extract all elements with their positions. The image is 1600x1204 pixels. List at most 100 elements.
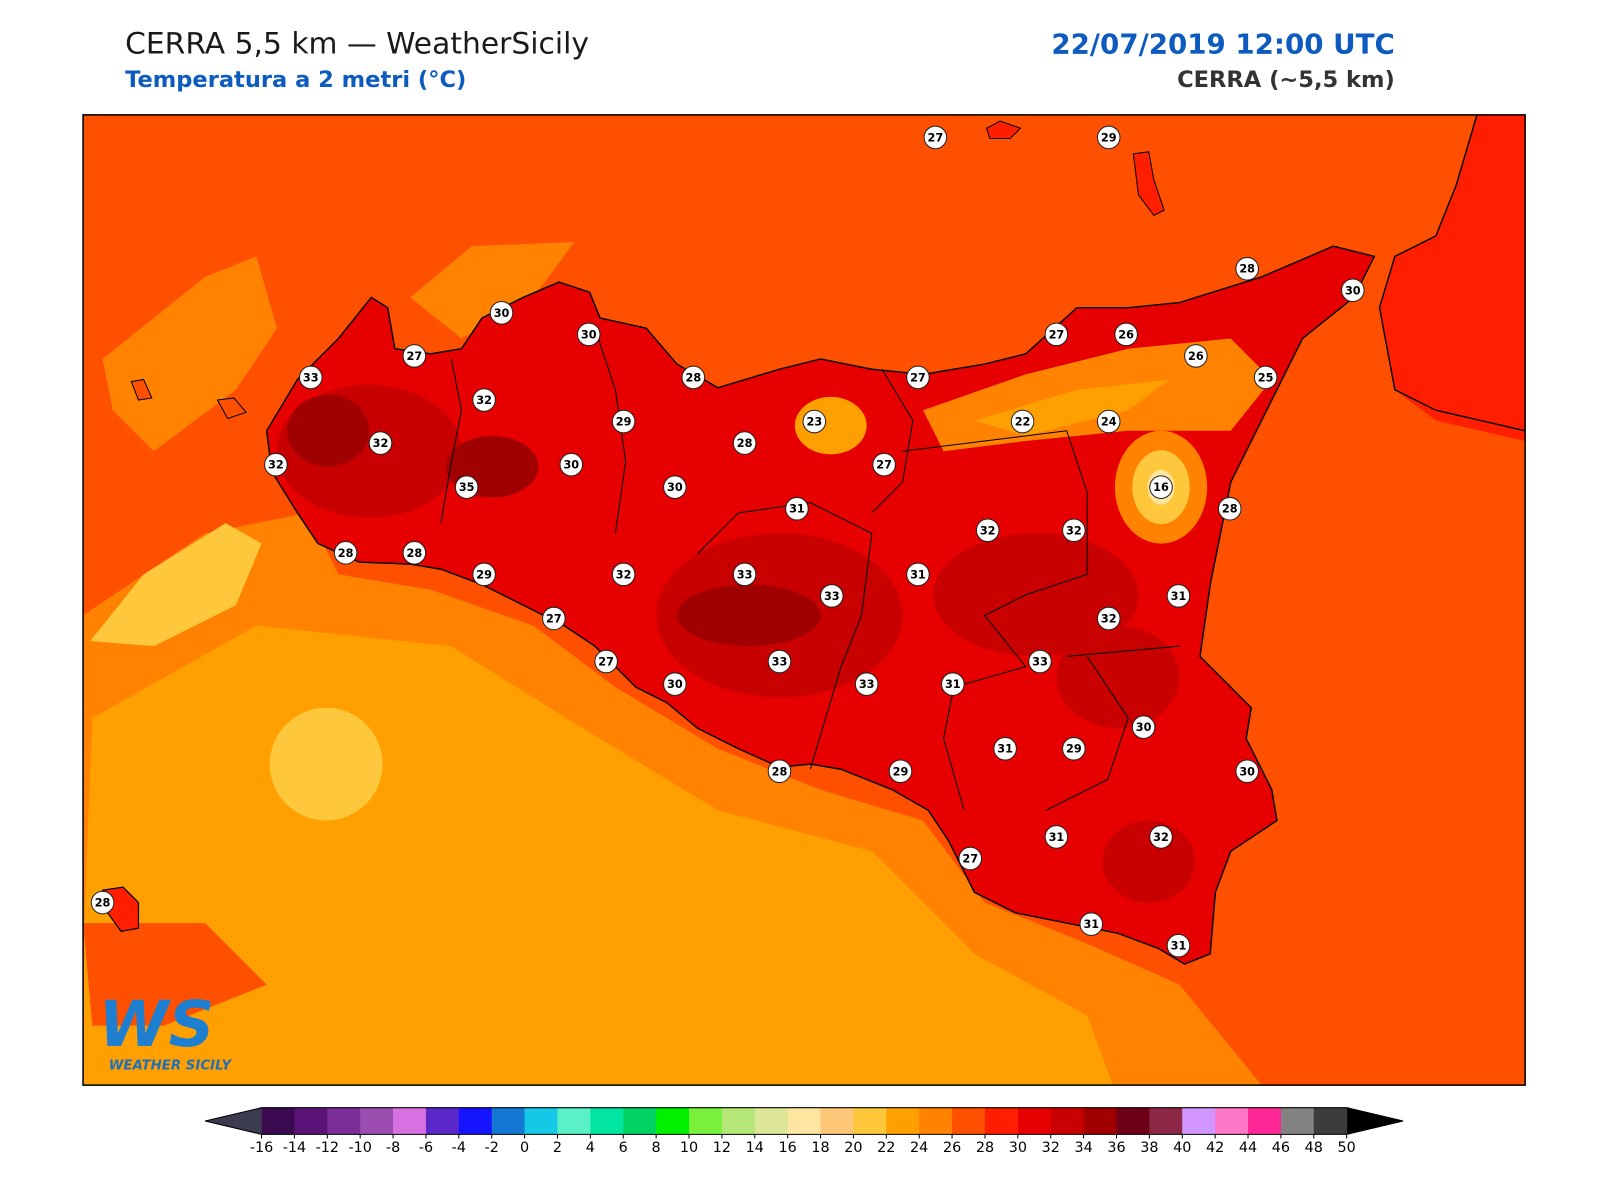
station-marker bbox=[1010, 409, 1035, 434]
station-marker bbox=[802, 409, 827, 434]
colorbar-tick-label: 4 bbox=[586, 1140, 595, 1156]
colorbar-under bbox=[205, 1107, 262, 1135]
colorbar-tick-label: 8 bbox=[652, 1140, 661, 1156]
station: 33 bbox=[298, 365, 323, 390]
colorbar-segment bbox=[360, 1107, 394, 1135]
station: 27 bbox=[1044, 322, 1069, 347]
colorbar-tick-label: -6 bbox=[419, 1140, 433, 1156]
station-marker bbox=[264, 452, 288, 477]
station: 32 bbox=[368, 431, 393, 455]
colorbar-tick-label: -14 bbox=[283, 1140, 306, 1156]
colorbar-segment bbox=[458, 1107, 493, 1135]
station-value: 31 bbox=[789, 503, 805, 516]
colorbar-segment bbox=[1182, 1107, 1216, 1135]
station: 31 bbox=[785, 496, 809, 521]
colorbar-segment bbox=[1215, 1107, 1249, 1135]
station: 32 bbox=[975, 518, 1000, 543]
colorbar-tick-label: 26 bbox=[943, 1140, 961, 1156]
station-value: 28 bbox=[1239, 263, 1255, 276]
colorbar-tick-label: 44 bbox=[1239, 1140, 1257, 1156]
station-value: 32 bbox=[616, 568, 632, 581]
station: 27 bbox=[402, 344, 427, 368]
station: 26 bbox=[1184, 344, 1208, 368]
station: 32 bbox=[611, 562, 636, 587]
colorbar-tick-label: 48 bbox=[1305, 1140, 1323, 1156]
station-value: 30 bbox=[494, 307, 510, 320]
temperature-field bbox=[83, 114, 1526, 1086]
station-value: 32 bbox=[476, 394, 492, 407]
station: 28 bbox=[767, 759, 792, 784]
station-value: 28 bbox=[1222, 503, 1238, 516]
station-marker bbox=[767, 649, 792, 674]
station-value: 31 bbox=[1171, 590, 1187, 603]
colorbar-segment bbox=[557, 1107, 591, 1135]
model: CERRA (~5,5 km) bbox=[1177, 67, 1395, 93]
station-marker bbox=[681, 365, 706, 390]
colorbar-tick-label: 46 bbox=[1272, 1140, 1290, 1156]
colorbar-tick-label: 40 bbox=[1173, 1140, 1191, 1156]
colorbar-segment bbox=[919, 1107, 953, 1135]
colorbar-tick-label: -2 bbox=[485, 1140, 499, 1156]
station-value: 30 bbox=[667, 678, 683, 691]
colorbar-tick-label: 18 bbox=[811, 1140, 829, 1156]
station-value: 27 bbox=[962, 852, 978, 865]
logo-name: WEATHER SICILY bbox=[109, 1059, 233, 1074]
station: 30 bbox=[663, 475, 687, 499]
station-marker bbox=[1114, 322, 1138, 347]
station-value: 28 bbox=[737, 437, 753, 450]
colorbar-segment bbox=[261, 1107, 295, 1135]
station-value: 27 bbox=[928, 131, 944, 144]
colorbar-segment bbox=[1017, 1107, 1052, 1135]
station-value: 31 bbox=[910, 568, 926, 581]
station-value: 28 bbox=[407, 547, 423, 560]
colorbar-tick-label: 2 bbox=[553, 1140, 562, 1156]
station: 28 bbox=[90, 890, 115, 915]
station-marker bbox=[1235, 256, 1259, 281]
station-value: 33 bbox=[1032, 656, 1048, 669]
colorbar: -16 -14 -12 -10 -8 -6 -4 -2 0 2 4 6 8 10 12 14 16 18 20 22 2… bbox=[205, 1107, 1404, 1156]
station-marker bbox=[888, 759, 913, 784]
colorbar-tick-label: 32 bbox=[1042, 1140, 1060, 1156]
colorbar-outline bbox=[205, 1107, 1404, 1135]
station-value: 16 bbox=[1153, 481, 1169, 494]
station-value: 28 bbox=[772, 765, 788, 778]
station-marker bbox=[542, 606, 566, 631]
station-value: 27 bbox=[910, 371, 926, 384]
station-value: 30 bbox=[581, 328, 597, 341]
station-value: 33 bbox=[772, 656, 788, 669]
station: 32 bbox=[264, 452, 288, 477]
colorbar-segment bbox=[820, 1107, 854, 1135]
station-marker bbox=[472, 562, 496, 587]
colorbar-tick-label: 50 bbox=[1338, 1140, 1356, 1156]
station-value: 29 bbox=[476, 568, 492, 581]
station: 28 bbox=[681, 365, 706, 390]
station: 33 bbox=[732, 562, 757, 587]
colorbar-segment bbox=[1248, 1107, 1282, 1135]
station-value: 28 bbox=[95, 897, 111, 910]
station: 31 bbox=[941, 672, 965, 696]
colorbar-tick-label: 16 bbox=[779, 1140, 797, 1156]
station-value: 32 bbox=[373, 437, 389, 450]
station-marker bbox=[472, 388, 496, 412]
station: 29 bbox=[888, 759, 913, 784]
station-marker bbox=[576, 322, 601, 347]
station: 35 bbox=[454, 475, 479, 499]
station-value: 29 bbox=[1101, 131, 1117, 144]
colorbar-segment bbox=[1149, 1107, 1183, 1135]
colorbar-segment bbox=[656, 1107, 690, 1135]
colorbar-tick-label: 30 bbox=[1009, 1140, 1027, 1156]
station-marker bbox=[923, 125, 948, 150]
station-marker bbox=[767, 759, 792, 784]
station-value: 33 bbox=[859, 678, 875, 691]
station-marker bbox=[333, 541, 358, 565]
station: 16 bbox=[1149, 475, 1173, 499]
station: 23 bbox=[802, 409, 827, 434]
colorbar-segment bbox=[1050, 1107, 1085, 1135]
date: 22/07/2019 12:00 UTC bbox=[1051, 27, 1394, 60]
station-value: 32 bbox=[1153, 831, 1169, 844]
station: 29 bbox=[611, 409, 636, 434]
station-value: 30 bbox=[667, 481, 683, 494]
station-marker bbox=[785, 496, 809, 521]
colorbar-segment bbox=[787, 1107, 822, 1135]
